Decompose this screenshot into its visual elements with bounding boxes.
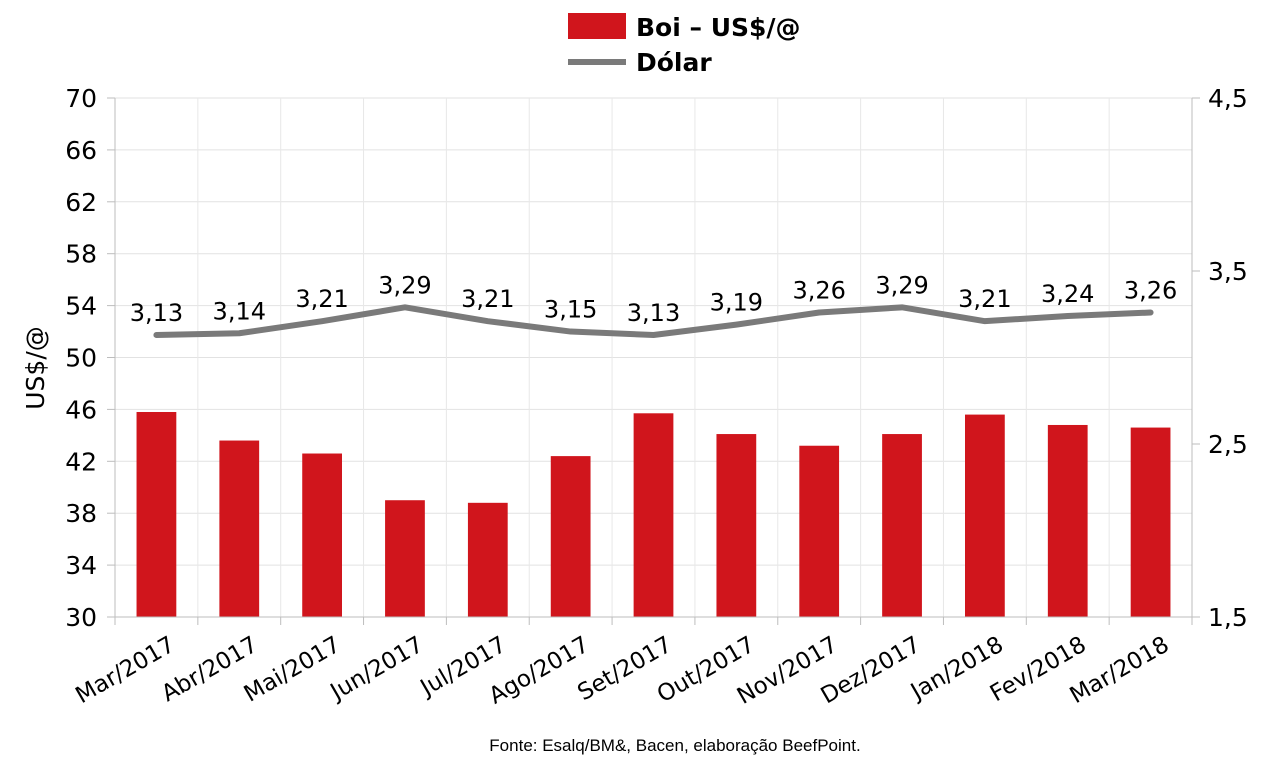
axes bbox=[107, 97, 1200, 625]
legend-swatch-boi bbox=[568, 13, 626, 39]
data-label-dolar: 3,19 bbox=[710, 289, 763, 317]
bar-boi bbox=[633, 413, 674, 617]
bar-boi bbox=[965, 414, 1005, 617]
left-tick-label: 30 bbox=[65, 603, 97, 632]
bar-boi bbox=[385, 500, 425, 617]
category-label: Mar/2017 bbox=[71, 632, 179, 709]
legend: Boi – US$/@ Dólar bbox=[568, 13, 801, 77]
legend-label-boi: Boi – US$/@ bbox=[636, 13, 801, 42]
bar-boi bbox=[716, 434, 757, 617]
data-label-dolar: 3,13 bbox=[130, 299, 183, 327]
grid bbox=[115, 97, 1192, 618]
right-axis-ticks: 1,5 2,5 3,5 4,5 bbox=[1208, 84, 1248, 632]
left-axis-ticks: 30 34 38 42 46 50 54 58 62 66 70 bbox=[65, 84, 97, 632]
left-tick-label: 62 bbox=[65, 188, 97, 217]
data-label-dolar: 3,29 bbox=[378, 271, 431, 299]
bar-series-boi bbox=[136, 411, 1171, 617]
right-tick-label: 2,5 bbox=[1208, 430, 1248, 459]
data-label-dolar: 3,13 bbox=[627, 299, 680, 327]
left-tick-label: 46 bbox=[65, 395, 97, 424]
data-label-dolar: 3,26 bbox=[792, 277, 845, 305]
data-label-dolar: 3,29 bbox=[875, 271, 928, 299]
left-tick-label: 42 bbox=[65, 447, 97, 476]
bar-boi bbox=[467, 502, 508, 617]
data-label-dolar: 3,24 bbox=[1041, 280, 1094, 308]
left-tick-label: 54 bbox=[65, 292, 97, 321]
bar-boi bbox=[799, 445, 840, 617]
data-label-dolar: 3,21 bbox=[461, 285, 514, 313]
right-tick-label: 4,5 bbox=[1208, 84, 1248, 113]
left-tick-label: 66 bbox=[65, 136, 97, 165]
left-tick-label: 34 bbox=[65, 551, 97, 580]
line-series-dolar bbox=[153, 304, 1154, 339]
y-axis-label: US$/@ bbox=[21, 326, 50, 410]
bar-boi bbox=[136, 411, 177, 617]
data-label-dolar: 3,15 bbox=[544, 296, 597, 324]
source-note: Fonte: Esalq/BM&, Bacen, elaboração Beef… bbox=[489, 736, 860, 755]
left-tick-label: 58 bbox=[65, 240, 97, 269]
data-labels: 3,13 3,14 3,21 3,29 3,21 3,15 3,13 3,19 3,26 3,29… bbox=[130, 271, 1178, 327]
data-label-dolar: 3,26 bbox=[1124, 277, 1177, 305]
left-tick-label: 50 bbox=[65, 344, 97, 373]
data-label-dolar: 3,14 bbox=[213, 297, 266, 325]
data-label-dolar: 3,21 bbox=[958, 285, 1011, 313]
left-tick-label: 70 bbox=[65, 84, 97, 113]
bar-boi bbox=[1130, 427, 1171, 617]
bar-boi bbox=[882, 434, 922, 617]
right-tick-label: 1,5 bbox=[1208, 603, 1248, 632]
category-label: Jun/2017 bbox=[325, 632, 428, 707]
left-tick-label: 38 bbox=[65, 499, 97, 528]
right-tick-label: 3,5 bbox=[1208, 257, 1248, 286]
bar-boi bbox=[219, 440, 260, 617]
bar-boi bbox=[550, 456, 591, 617]
legend-label-dolar: Dólar bbox=[636, 48, 712, 77]
bar-boi bbox=[1047, 424, 1088, 617]
category-labels: Mar/2017Abr/2017Mai/2017Jun/2017Jul/2017… bbox=[71, 632, 1173, 710]
data-label-dolar: 3,21 bbox=[295, 285, 348, 313]
bar-boi bbox=[302, 453, 342, 617]
